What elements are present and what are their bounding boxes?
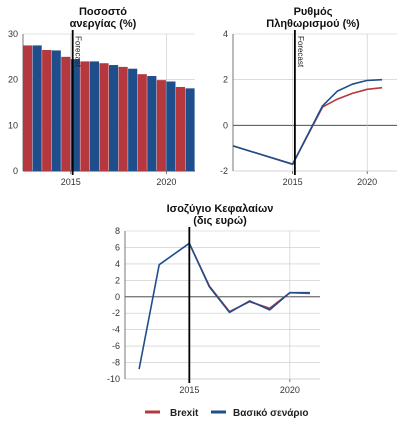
y-tick-label: -6 xyxy=(112,341,120,351)
y-tick-label: 0 xyxy=(13,166,18,176)
y-tick-label: 4 xyxy=(115,259,120,269)
legend-label-brexit: Brexit xyxy=(170,408,199,419)
chart-title-line: Ποσοστό xyxy=(79,6,127,18)
current-account-panel: Ισοζύγιο Κεφαλαίων(δις ευρώ) -10 -8 -6 -4 -2 0… xyxy=(107,203,320,395)
y-tick-label: 0 xyxy=(115,292,120,302)
bar-baseline-2021 xyxy=(185,88,195,171)
y-tick-label: 2 xyxy=(223,75,228,85)
forecast-label: Forecast xyxy=(74,36,83,68)
chart-title-line: ανεργίας (%) xyxy=(70,18,137,30)
y-tick-label: -10 xyxy=(107,374,120,384)
bar-baseline-2019 xyxy=(147,76,157,171)
y-tick-label: -8 xyxy=(112,358,120,368)
y-tick-label: 8 xyxy=(115,226,120,236)
bar-brexit-2020 xyxy=(156,80,166,171)
x-tick-label: 2015 xyxy=(179,385,199,395)
bar-baseline-2014 xyxy=(51,50,61,171)
bar-baseline-2013 xyxy=(32,45,42,171)
y-tick-label: 4 xyxy=(223,29,228,39)
forecast-label: Forecast xyxy=(296,36,305,68)
x-tick-label: 2015 xyxy=(283,177,303,187)
bar-brexit-2019 xyxy=(137,74,147,171)
y-tick-label: 0 xyxy=(223,120,228,130)
y-tick-label: 10 xyxy=(8,120,18,130)
y-tick-label: -2 xyxy=(112,308,120,318)
bar-baseline-2018 xyxy=(128,68,138,171)
bar-baseline-2016 xyxy=(89,61,100,171)
bar-baseline-2015 xyxy=(70,59,80,171)
series-line-baseline xyxy=(232,78,383,165)
y-tick-label: -4 xyxy=(112,325,120,335)
x-tick-label: 2020 xyxy=(280,385,300,395)
chart-title-line: Ρυθμός xyxy=(294,6,333,18)
y-tick-label: 6 xyxy=(115,242,120,252)
bar-brexit-2015 xyxy=(61,56,71,172)
chart-title-line: (δις ευρώ) xyxy=(193,215,247,227)
y-tick-label: 2 xyxy=(115,275,120,285)
chart-title-line: Ισοζύγιο Κεφαλαίων xyxy=(167,203,274,215)
x-tick-label: 2020 xyxy=(156,177,176,187)
chart-title-line: Πληθωρισμού (%) xyxy=(266,18,360,30)
series-line-baseline xyxy=(138,242,310,370)
bar-baseline-2020 xyxy=(166,81,176,171)
y-tick-label: 20 xyxy=(8,75,18,85)
y-tick-label: 30 xyxy=(8,29,18,39)
bar-baseline-2017 xyxy=(109,65,119,171)
bar-brexit-2018 xyxy=(118,66,128,171)
bar-brexit-2013 xyxy=(23,45,33,171)
bar-brexit-2016 xyxy=(80,61,90,171)
x-tick-label: 2015 xyxy=(61,177,81,187)
bar-brexit-2014 xyxy=(42,49,52,171)
legend: Brexit Βασικό σενάριο xyxy=(145,408,309,419)
y-tick-label: -2 xyxy=(220,166,228,176)
legend-label-baseline: Βασικό σενάριο xyxy=(233,408,309,419)
x-tick-label: 2020 xyxy=(357,177,377,187)
bar-brexit-2017 xyxy=(99,63,109,171)
bar-brexit-2021 xyxy=(175,86,186,171)
